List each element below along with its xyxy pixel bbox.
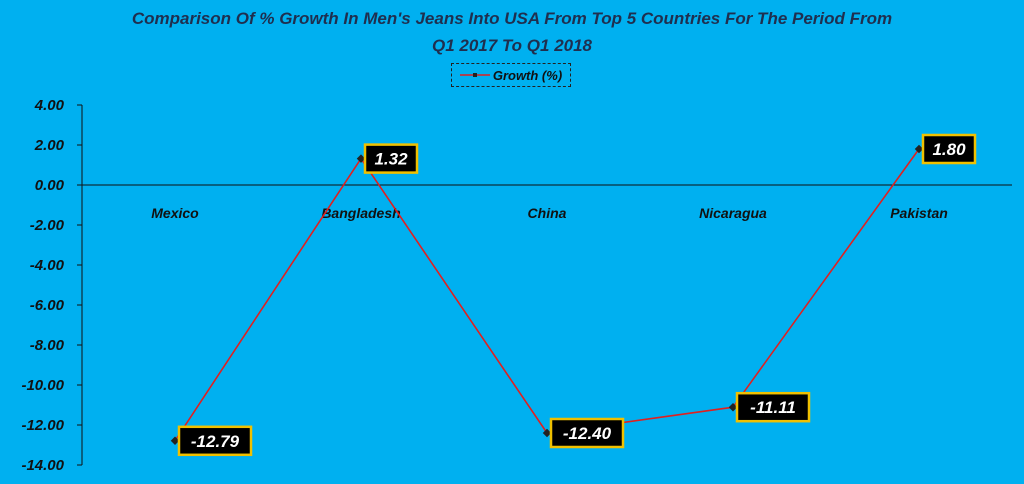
chart-title-line1: Comparison Of % Growth In Men's Jeans In… xyxy=(131,9,893,28)
y-tick-label: -14.00 xyxy=(21,457,64,474)
data-label-box xyxy=(363,143,419,174)
data-label: -12.40 xyxy=(563,424,612,443)
y-tick-label: 2.00 xyxy=(34,137,65,154)
y-tick-label: -10.00 xyxy=(21,377,64,394)
data-label-box xyxy=(921,133,977,165)
data-point xyxy=(356,154,366,163)
y-tick-label: 4.00 xyxy=(34,97,65,114)
y-tick-label: -4.00 xyxy=(30,257,65,274)
x-category-label: China xyxy=(528,205,567,221)
legend: Growth (%) xyxy=(451,63,571,87)
data-label-box xyxy=(735,391,811,423)
data-label-box xyxy=(549,417,625,449)
data-label: -11.11 xyxy=(750,398,796,417)
data-point xyxy=(728,402,738,412)
x-category-label: Mexico xyxy=(151,205,199,221)
x-category-label: Nicaragua xyxy=(699,205,767,221)
data-label-box xyxy=(177,425,253,457)
y-tick-label: -2.00 xyxy=(30,217,65,234)
legend-label: Growth (%) xyxy=(492,67,563,83)
legend-line-icon xyxy=(459,73,490,77)
x-category-label: Bangladesh xyxy=(321,205,400,221)
data-point xyxy=(542,428,552,438)
data-label: -12.79 xyxy=(191,432,240,451)
data-label: 1.80 xyxy=(932,140,966,159)
y-tick-label: -6.00 xyxy=(30,297,65,314)
y-tick-label: -8.00 xyxy=(30,337,65,354)
chart-title-line2: Q1 2017 To Q1 2018 xyxy=(431,36,593,55)
x-category-label: Pakistan xyxy=(890,205,948,221)
y-tick-label: 0.00 xyxy=(35,177,65,194)
y-tick-label: -12.00 xyxy=(21,417,64,434)
data-label: 1.32 xyxy=(374,150,408,169)
data-point xyxy=(170,436,180,446)
